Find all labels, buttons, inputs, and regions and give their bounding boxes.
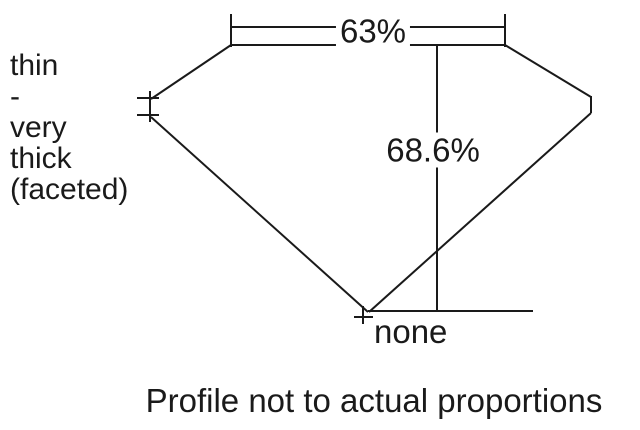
table-percent-label: 63% (335, 13, 411, 49)
culet-label: none (374, 313, 448, 350)
pavilion-facet-right-line (368, 112, 592, 313)
girdle-thickness-label: thin - very thick (faceted) (10, 50, 128, 205)
girdle-label-line-4: thick (10, 142, 72, 175)
girdle-label-line-3: very (10, 111, 67, 144)
crown-facet-right-line (504, 44, 592, 98)
crown-facet-left-line (150, 44, 232, 100)
girdle-label-line-1: thin (10, 49, 59, 82)
depth-percent-label: 68.6% (382, 132, 484, 168)
pavilion-facet-left-line (150, 116, 369, 313)
caption: Profile not to actual proportions (145, 382, 603, 419)
girdle-label-line-5: (faceted) (10, 173, 129, 206)
girdle-label-line-2: - (10, 80, 20, 113)
